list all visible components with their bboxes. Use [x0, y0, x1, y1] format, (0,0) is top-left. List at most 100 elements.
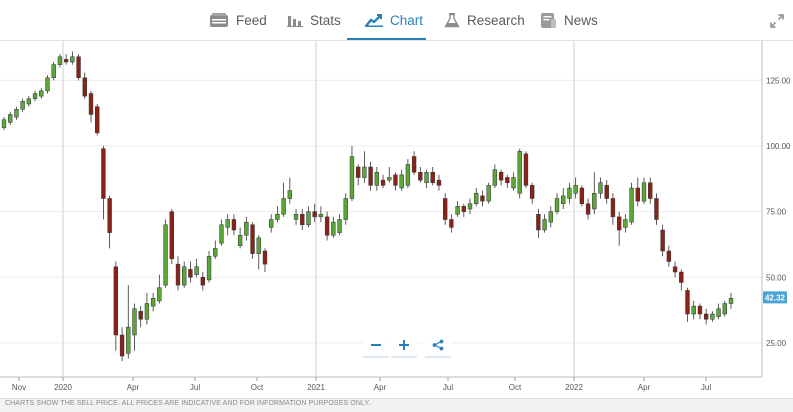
candle-body: [716, 308, 721, 317]
stats-icon: [287, 13, 303, 27]
zoom-out-button[interactable]: [363, 334, 389, 358]
zoom-in-button[interactable]: [391, 334, 417, 358]
tab-label: News: [564, 12, 598, 28]
candle-body: [548, 211, 553, 223]
candle-body: [188, 269, 193, 278]
candle-body: [691, 305, 696, 315]
candle-body: [95, 106, 100, 134]
candle-body: [82, 77, 87, 97]
candle-body: [57, 56, 63, 65]
candle-body: [685, 290, 690, 315]
candle-body: [337, 219, 342, 233]
expand-icon[interactable]: [770, 14, 784, 33]
candle-body: [585, 203, 591, 215]
y-tick-label: 25.00: [766, 339, 787, 348]
candle-body: [672, 266, 678, 273]
candle-body: [635, 187, 640, 202]
candle-body: [175, 263, 181, 286]
candle-body: [26, 98, 32, 105]
zoom-controls: [363, 334, 451, 358]
candle-body: [312, 211, 317, 218]
minus-icon: [371, 344, 381, 346]
active-tab-indicator: [347, 38, 426, 40]
candle-body: [660, 229, 665, 252]
candle-body: [101, 148, 106, 199]
disclaimer-text: CHARTS SHOW THE SELL PRICE. ALL PRICES A…: [5, 400, 371, 407]
x-tick-label: 2022: [565, 383, 583, 392]
y-tick-label: 100.00: [766, 142, 791, 151]
candle-body: [418, 172, 423, 181]
candle-body: [88, 93, 94, 115]
candle-body: [39, 90, 44, 97]
candle-body: [679, 271, 684, 283]
price-chart[interactable]: 125.00 100.00 75.00 50.00 25.00 Nov 2020 Apr Jul…: [0, 41, 793, 398]
candle-body: [76, 56, 81, 78]
x-tick-label: Apr: [638, 383, 651, 392]
candle-body: [474, 193, 479, 204]
candle-body: [536, 214, 541, 231]
candle-body: [598, 182, 603, 194]
candle-body: [237, 235, 243, 246]
candle-body: [368, 166, 373, 186]
candle-body: [14, 109, 19, 118]
candle-body: [194, 266, 199, 275]
x-tick-label: Jul: [190, 383, 200, 392]
x-tick-label: Apr: [374, 383, 387, 392]
candle-body: [287, 190, 293, 199]
x-tick-label: 2021: [307, 383, 325, 392]
candle-body: [293, 214, 299, 220]
candle-body: [592, 193, 597, 210]
candle-body: [250, 224, 255, 254]
candle-body: [32, 93, 38, 99]
candle-body: [213, 248, 218, 257]
candle-body: [380, 179, 386, 186]
tab-chart[interactable]: Chart: [365, 0, 423, 40]
candle-body: [467, 203, 473, 210]
candle-body: [132, 308, 137, 336]
candle-body: [318, 214, 324, 218]
y-tick-label: 50.00: [766, 273, 787, 282]
candle-body: [362, 166, 367, 178]
candle-body: [604, 185, 609, 199]
candle-body: [169, 211, 174, 260]
candle-body: [654, 198, 659, 220]
candle-body: [138, 311, 143, 320]
y-tick-label: 125.00: [766, 76, 791, 85]
price-badge: [763, 291, 787, 304]
candle-body: [554, 198, 560, 212]
x-tick-label: Oct: [509, 383, 522, 392]
candle-body: [486, 185, 491, 202]
candle-body: [256, 237, 261, 254]
candle-body: [144, 303, 150, 320]
candle-body: [387, 177, 392, 181]
tab-label: Chart: [390, 12, 424, 28]
candle-body: [492, 169, 498, 186]
tab-research[interactable]: Research: [444, 0, 525, 40]
candle-body: [63, 59, 69, 63]
candle-body: [374, 172, 379, 186]
candle-body: [461, 206, 466, 212]
candle-body: [107, 198, 112, 233]
candle-body: [430, 172, 435, 183]
candle-body: [561, 195, 566, 204]
tab-label: Feed: [236, 12, 267, 28]
share-button[interactable]: [425, 334, 451, 358]
tab-news[interactable]: News: [540, 0, 598, 40]
candle-body: [1, 119, 7, 128]
candle-body: [200, 277, 206, 286]
candle-body: [8, 114, 13, 123]
candle-body: [157, 287, 162, 302]
candle-body: [641, 182, 647, 202]
tab-feed[interactable]: Feed: [209, 0, 267, 40]
candle-body: [262, 250, 268, 265]
candle-body: [206, 256, 212, 281]
candle-body: [244, 221, 249, 236]
candle-body: [150, 298, 156, 307]
candle-body: [616, 216, 622, 231]
candle-body: [579, 187, 585, 204]
candle-body: [20, 101, 25, 110]
flask-icon: [444, 12, 460, 28]
candle-body: [70, 56, 75, 63]
candle-body: [567, 187, 572, 199]
tab-stats[interactable]: Stats: [287, 0, 341, 40]
